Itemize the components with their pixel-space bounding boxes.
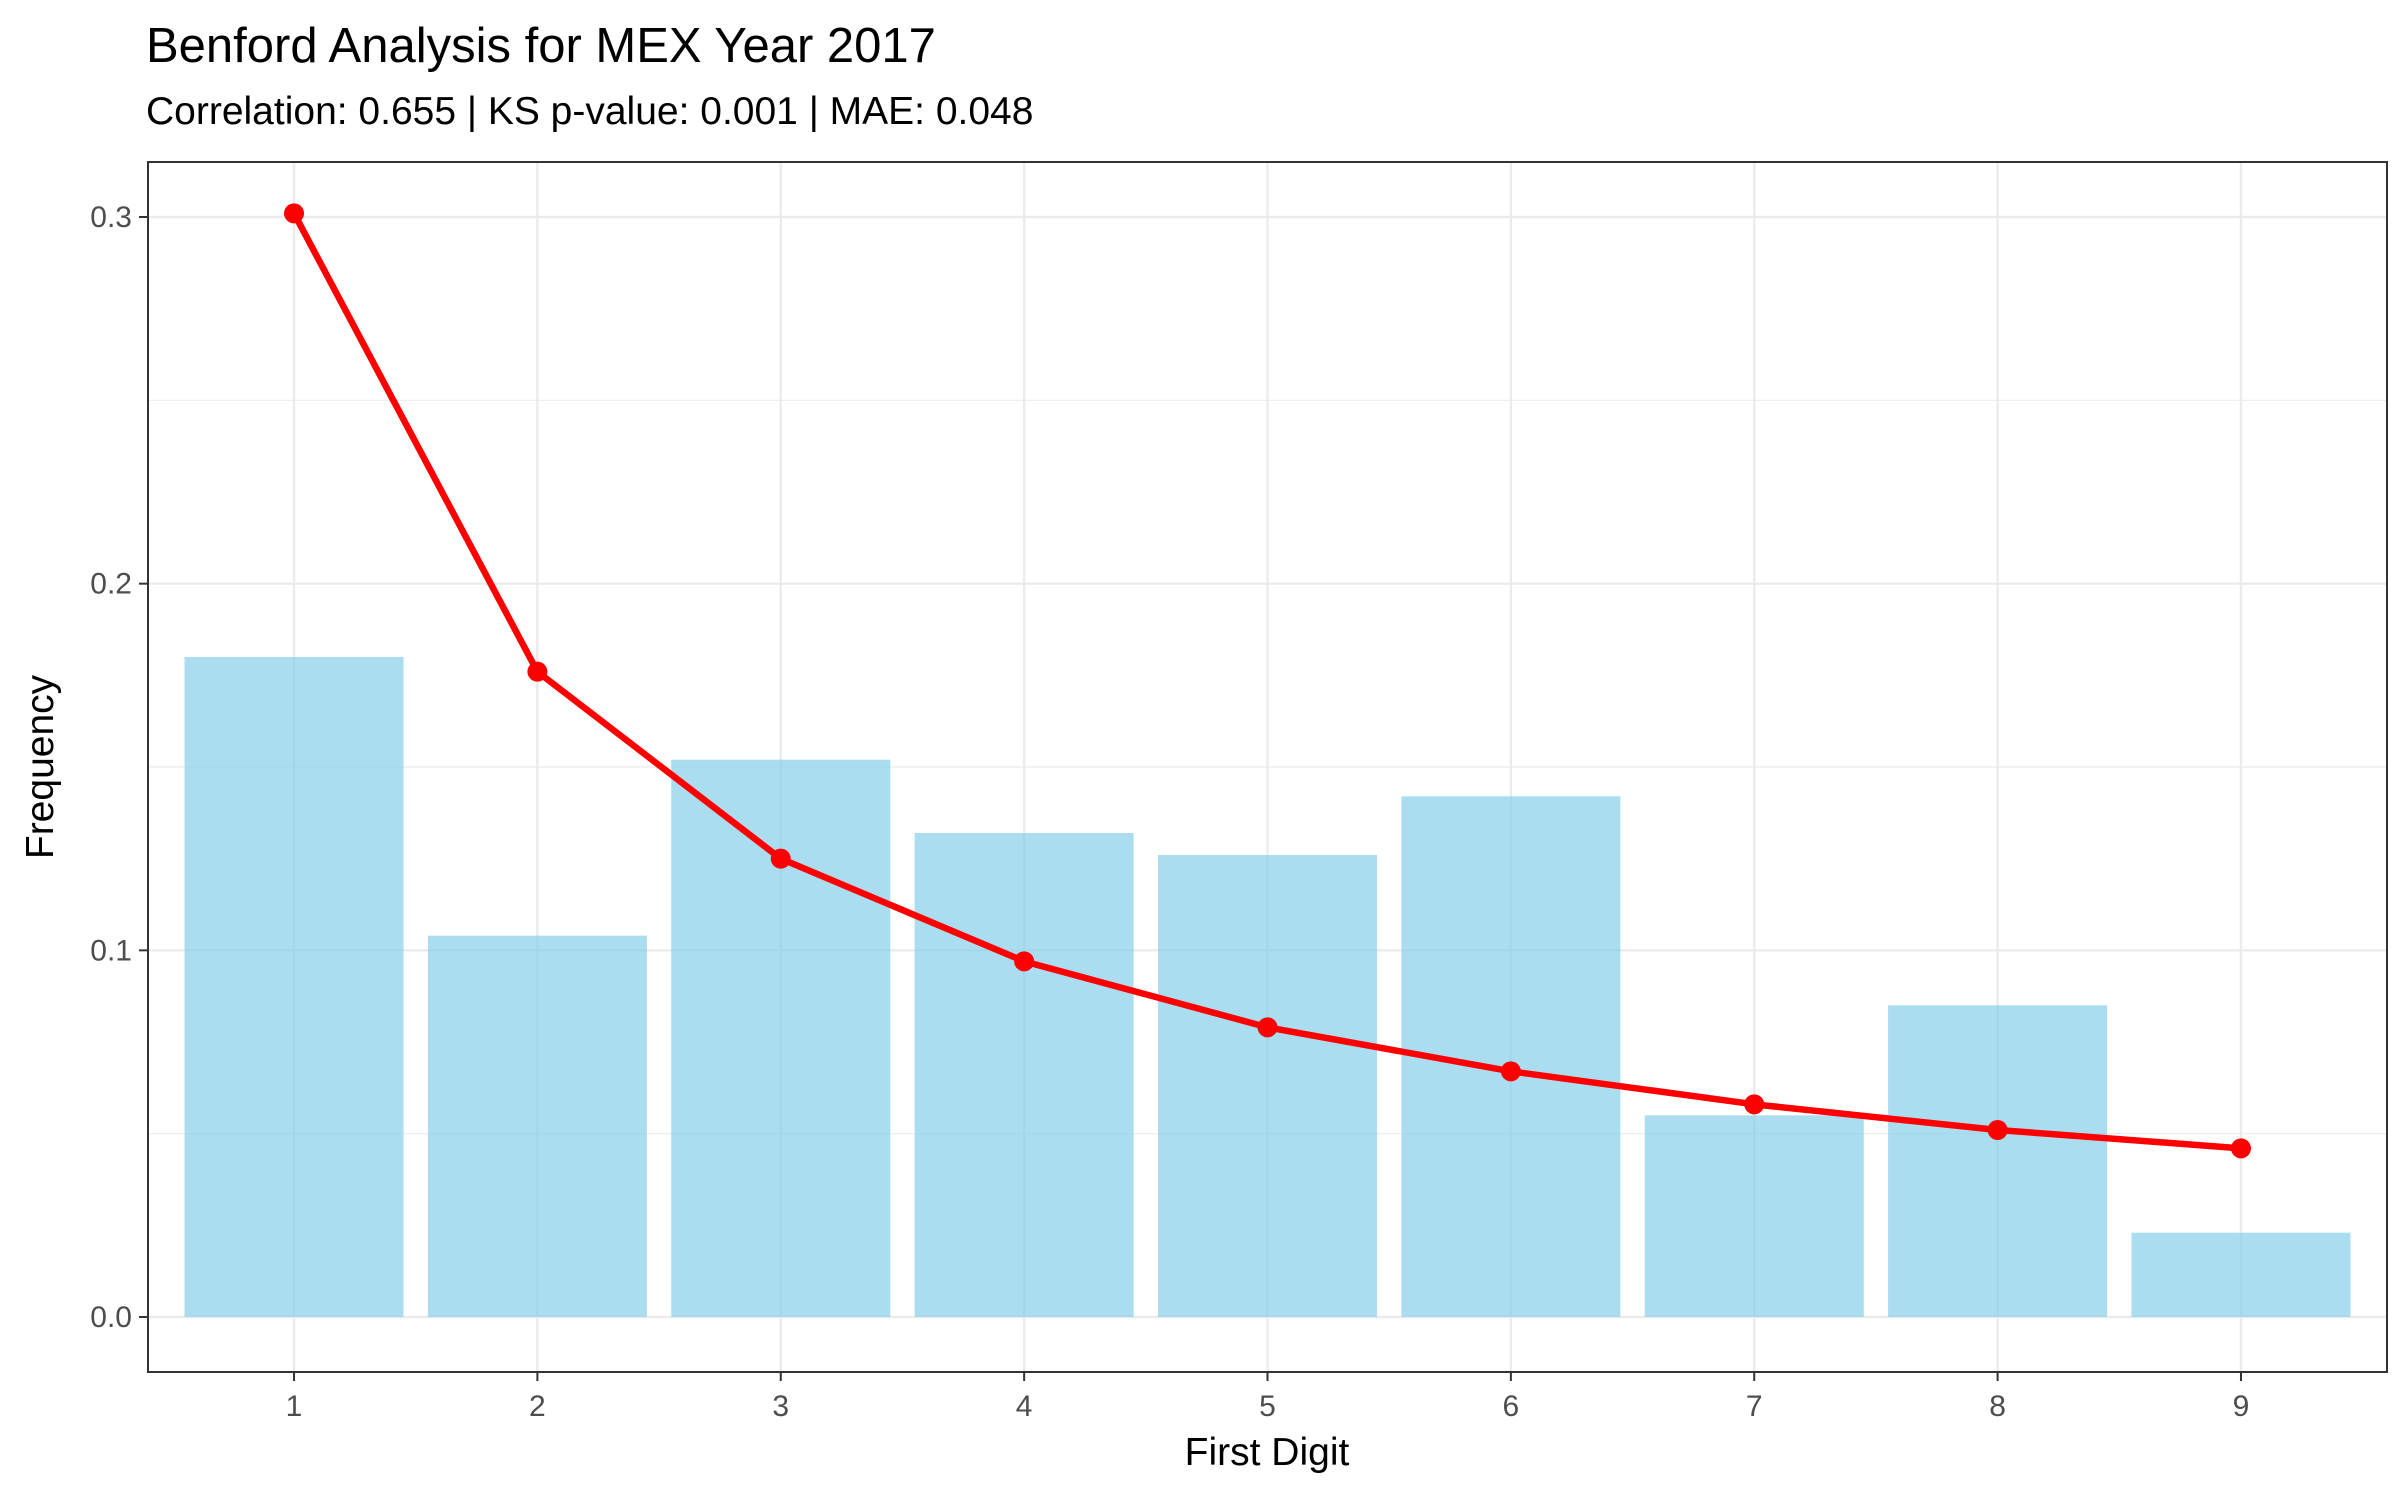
benford-point <box>1257 1017 1278 1038</box>
x-tick-label: 6 <box>1503 1390 1520 1423</box>
y-tick-label: 0.2 <box>90 568 132 601</box>
benford-point <box>527 661 548 682</box>
benford-point <box>1987 1120 2008 1140</box>
benford-line-series <box>284 203 2251 1159</box>
bar <box>184 657 404 1317</box>
chart-subtitle: Correlation: 0.655 | KS p-value: 0.001 |… <box>146 90 1034 133</box>
x-tick-label: 9 <box>2233 1390 2250 1423</box>
axes: 0.0 0.1 0.2 0.3 1 2 3 4 5 6 7 8 9 <box>90 201 2249 1423</box>
y-tick-label: 0.0 <box>90 1301 132 1334</box>
x-tick-label: 4 <box>1016 1390 1033 1423</box>
x-tick-label: 3 <box>772 1390 789 1423</box>
bar <box>1644 1115 1864 1317</box>
benford-point <box>770 848 791 869</box>
x-tick-label: 2 <box>529 1390 546 1423</box>
bar <box>914 833 1134 1317</box>
y-axis-title: Frequency <box>19 674 62 859</box>
y-tick-label: 0.1 <box>90 934 132 967</box>
chart-title: Benford Analysis for MEX Year 2017 <box>146 19 936 73</box>
x-tick-label: 7 <box>1746 1390 1763 1423</box>
bar <box>1157 855 1378 1317</box>
benford-point <box>1500 1061 1521 1082</box>
x-tick-label: 8 <box>1989 1390 2006 1423</box>
benford-point <box>1014 951 1035 972</box>
bar <box>427 935 647 1317</box>
benford-point <box>284 203 305 224</box>
bar <box>671 759 891 1317</box>
y-tick-label: 0.3 <box>90 201 132 234</box>
bar-series <box>184 657 2351 1317</box>
x-tick-label: 1 <box>286 1390 303 1423</box>
x-axis-title: First Digit <box>1185 1431 1350 1474</box>
benford-point <box>2230 1138 2251 1159</box>
benford-point <box>1744 1094 1765 1115</box>
bar <box>1888 1005 2108 1317</box>
bar <box>2131 1232 2351 1317</box>
x-tick-label: 5 <box>1259 1390 1276 1423</box>
